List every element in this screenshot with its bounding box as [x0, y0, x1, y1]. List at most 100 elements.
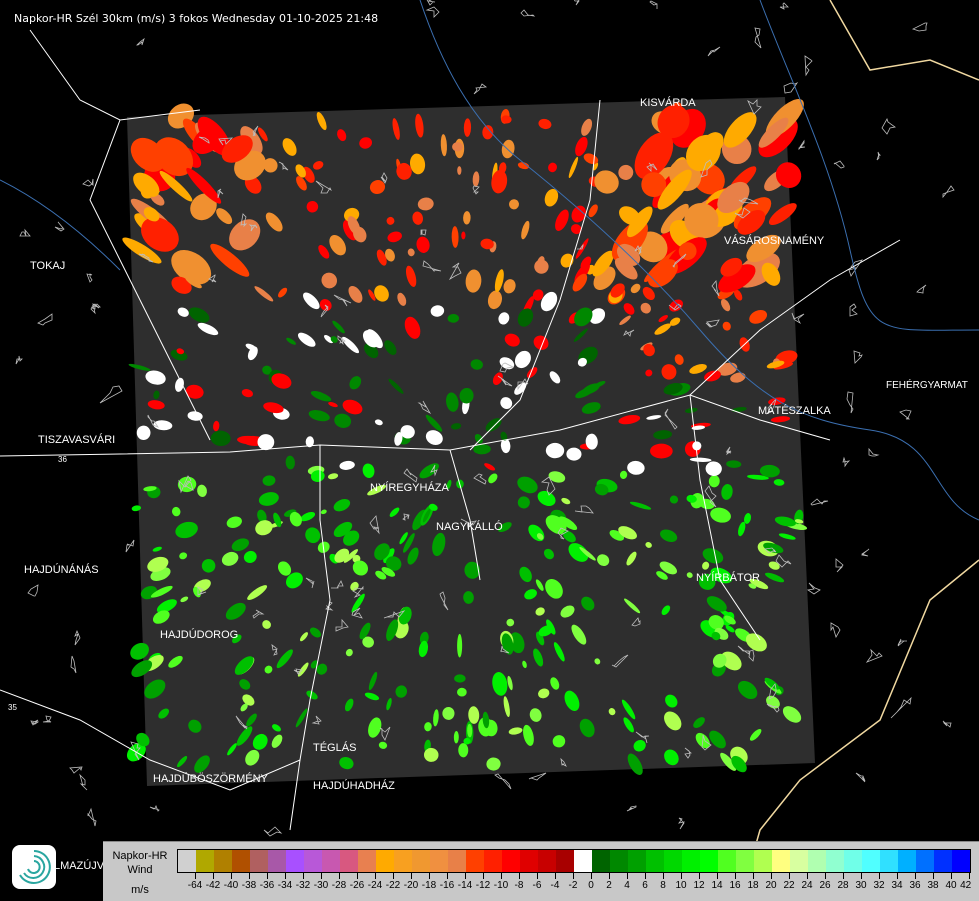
radar-echo	[297, 662, 309, 677]
legend-tick-label: 20	[765, 880, 777, 891]
settlement-outline	[379, 726, 391, 741]
legend-tick-label: 12	[693, 880, 705, 891]
radar-echo	[262, 365, 272, 375]
radar-echo	[580, 256, 592, 270]
radar-echo	[594, 483, 609, 496]
legend-swatch	[718, 850, 736, 872]
radar-echo	[723, 112, 757, 148]
legend-swatch	[196, 850, 214, 872]
legend-tick-label: -30	[313, 880, 329, 891]
settlement-outline	[178, 475, 192, 494]
radar-echo	[720, 298, 731, 312]
settlement-outline	[560, 757, 567, 767]
radar-echo	[186, 167, 222, 204]
radar-echo	[686, 572, 693, 578]
settlement-outline	[369, 515, 380, 535]
settlement-outline	[235, 715, 248, 730]
radar-echo	[398, 606, 412, 625]
radar-echo	[271, 373, 292, 389]
radar-echo	[618, 164, 634, 180]
legend-tick	[213, 872, 214, 879]
legend-swatch	[880, 850, 898, 872]
radar-echo	[136, 732, 150, 747]
radar-echo	[286, 337, 296, 345]
radar-echo	[385, 556, 402, 571]
radar-echo	[749, 310, 768, 324]
radar-echo	[685, 134, 721, 172]
legend-tick	[285, 872, 286, 879]
radar-echo	[768, 561, 780, 570]
legend-swatch	[862, 850, 880, 872]
radar-echo	[656, 571, 668, 580]
radar-echo	[417, 197, 434, 211]
radar-echo	[738, 521, 746, 537]
radar-echo	[262, 475, 276, 486]
radar-echo	[254, 286, 274, 302]
legend-tick-label: 26	[819, 880, 831, 891]
radar-echo	[517, 476, 538, 494]
radar-echo	[737, 209, 766, 235]
radar-echo	[175, 521, 198, 539]
settlement-outline	[218, 137, 234, 146]
legend-tick-label: -24	[367, 880, 383, 891]
legend-tick	[357, 872, 358, 879]
radar-echo	[721, 651, 742, 671]
legend-swatch	[736, 850, 754, 872]
radar-echo	[463, 737, 471, 745]
settlement-outline	[315, 180, 332, 194]
radar-echo	[392, 118, 400, 140]
radar-echo	[548, 162, 557, 173]
legend-tick-label: 4	[624, 880, 630, 891]
legend-tick	[591, 872, 592, 879]
radar-echo	[342, 399, 363, 415]
radar-echo	[592, 162, 599, 171]
radar-echo	[710, 507, 731, 523]
radar-echo	[258, 492, 279, 506]
radar-echo	[378, 741, 388, 749]
radar-echo	[423, 747, 439, 762]
legend-tick-label: -18	[421, 880, 437, 891]
radar-echo	[210, 430, 231, 447]
settlement-outline	[664, 408, 678, 430]
radar-echo	[548, 471, 566, 483]
radar-echo	[339, 756, 354, 770]
logo	[12, 845, 56, 889]
radar-echo	[759, 464, 780, 478]
city-label: KISVÁRDA	[640, 97, 696, 109]
radar-echo	[276, 649, 293, 669]
legend-tick	[825, 872, 826, 879]
legend-swatch	[556, 850, 574, 872]
legend-tick	[627, 872, 628, 879]
radar-echo	[614, 258, 638, 280]
radar-echo	[221, 135, 253, 163]
legend-tick-label: 28	[837, 880, 849, 891]
radar-echo	[133, 172, 160, 197]
legend-swatch	[340, 850, 358, 872]
radar-echo	[145, 370, 166, 385]
legend-tick	[195, 872, 196, 879]
settlement-outline	[417, 400, 432, 415]
radar-echo	[658, 315, 668, 323]
radar-echo	[399, 532, 408, 545]
radar-echo	[706, 596, 727, 612]
radar-echo	[500, 397, 513, 409]
radar-echo	[405, 265, 417, 287]
settlement-outline	[263, 826, 283, 837]
legend-swatch	[430, 850, 448, 872]
radar-echo	[514, 382, 527, 395]
radar-echo	[171, 250, 212, 285]
radar-echo	[768, 203, 797, 226]
settlement-outline	[497, 375, 513, 387]
radar-echo	[514, 350, 531, 369]
radar-echo	[185, 384, 204, 399]
legend-swatch	[484, 850, 502, 872]
radar-echo	[264, 665, 273, 674]
legend-tick	[429, 872, 430, 879]
radar-echo	[221, 551, 239, 566]
radar-echo	[498, 312, 510, 325]
radar-echo	[564, 690, 580, 711]
radar-echo	[508, 727, 523, 735]
radar-echo	[306, 690, 318, 700]
settlement-outline	[700, 159, 713, 178]
radar-echo	[349, 376, 362, 390]
